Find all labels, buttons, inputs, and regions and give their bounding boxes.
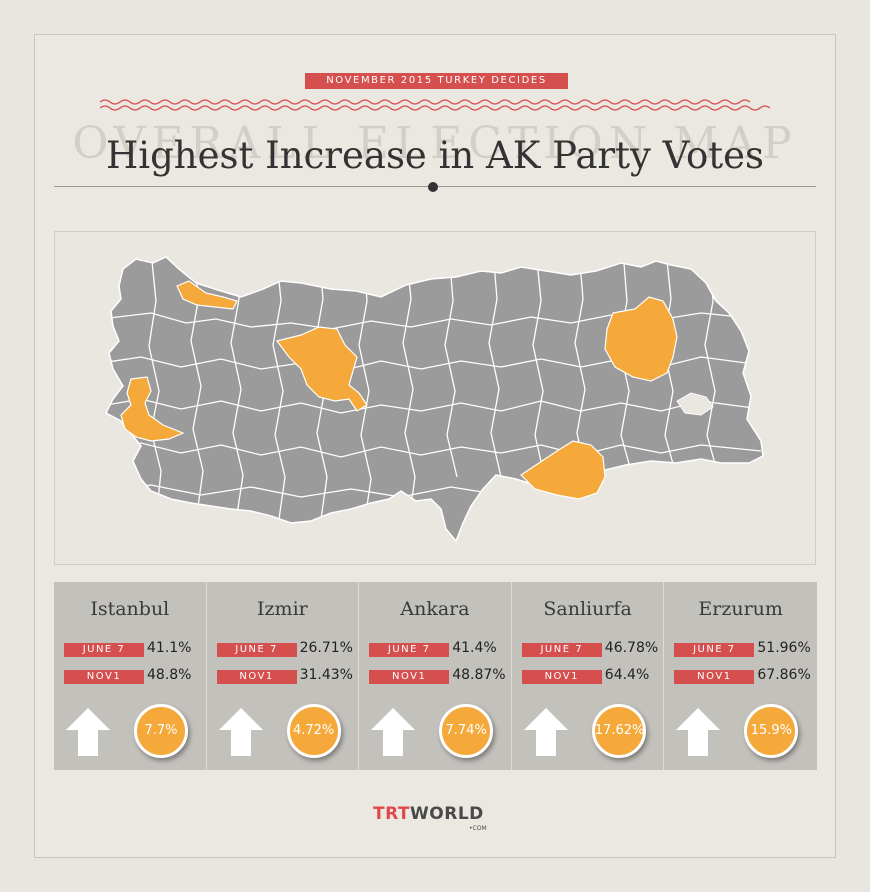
city-card-ankara: Ankara JUNE 7 41.4% NOV1 48.87% 7.74%	[359, 582, 512, 770]
nov-value: 64.4%	[604, 667, 650, 683]
city-cards: Istanbul JUNE 7 41.1% NOV1 48.8% 7.7% Iz…	[54, 582, 817, 770]
decorative-wave-divider	[100, 99, 770, 111]
city-card-istanbul: Istanbul JUNE 7 41.1% NOV1 48.8% 7.7%	[54, 582, 207, 770]
june-value: 26.71%	[299, 640, 353, 656]
city-name: Ankara	[400, 598, 470, 620]
lake-van	[676, 392, 714, 416]
city-card-sanliurfa: Sanliurfa JUNE 7 46.78% NOV1 64.4% 17.62…	[511, 582, 665, 770]
up-arrow-icon	[371, 708, 416, 756]
nov-label: NOV1	[216, 670, 297, 684]
up-arrow-icon	[218, 708, 263, 756]
city-name: Izmir	[257, 598, 308, 620]
trt-world-logo: TRTWORLD •COM	[373, 804, 499, 838]
nov-value: 48.8%	[147, 667, 192, 683]
logo-world: WORLD	[410, 804, 484, 824]
nov-label: NOV1	[521, 670, 602, 684]
map-panel	[54, 231, 816, 565]
up-arrow-icon	[676, 708, 721, 756]
city-card-erzurum: Erzurum JUNE 7 51.96% NOV1 67.86% 15.9%	[664, 582, 817, 770]
june-value: 51.96%	[757, 640, 811, 656]
ghost-background-title: OVERALL ELECTION MAP	[72, 118, 798, 169]
divider-dot	[428, 182, 438, 192]
turkey-map	[105, 256, 764, 543]
june-label: JUNE 7	[64, 643, 144, 657]
province-istanbul	[176, 280, 238, 310]
nov-label: NOV1	[369, 670, 450, 684]
increase-badge: 7.7%	[134, 704, 188, 758]
city-card-izmir: Izmir JUNE 7 26.71% NOV1 31.43% 4.72%	[206, 582, 360, 770]
logo-com: •COM	[469, 825, 487, 832]
logo-trt: TRT	[373, 804, 411, 824]
increase-badge: 7.74%	[439, 704, 494, 758]
city-name: Erzurum	[698, 598, 783, 620]
province-erzurum	[604, 296, 678, 382]
increase-badge: 17.62%	[591, 704, 646, 758]
city-name: Istanbul	[90, 598, 170, 620]
nov-label: NOV1	[64, 670, 144, 684]
june-label: JUNE 7	[369, 643, 450, 657]
logo-wordmark: TRTWORLD	[373, 804, 484, 824]
june-value: 46.78%	[604, 640, 659, 656]
up-arrow-icon	[66, 708, 110, 756]
nov-label: NOV1	[674, 670, 755, 684]
province-izmir	[120, 376, 185, 442]
june-value: 41.1%	[147, 640, 192, 656]
province-ankara	[275, 326, 368, 412]
province-sanliurfa	[520, 440, 606, 500]
june-label: JUNE 7	[674, 643, 755, 657]
up-arrow-icon	[523, 708, 568, 756]
increase-badge: 15.9%	[744, 704, 799, 758]
june-value: 41.4%	[452, 640, 497, 656]
tagline-banner: NOVEMBER 2015 TURKEY DECIDES	[305, 73, 568, 89]
city-name: Sanliurfa	[543, 598, 632, 620]
increase-badge: 4.72%	[286, 704, 341, 758]
nov-value: 48.87%	[452, 667, 506, 683]
june-label: JUNE 7	[216, 643, 297, 657]
june-label: JUNE 7	[521, 643, 602, 657]
nov-value: 31.43%	[299, 667, 353, 683]
nov-value: 67.86%	[757, 667, 811, 683]
page-title: Highest Increase in AK Party Votes	[106, 134, 764, 177]
